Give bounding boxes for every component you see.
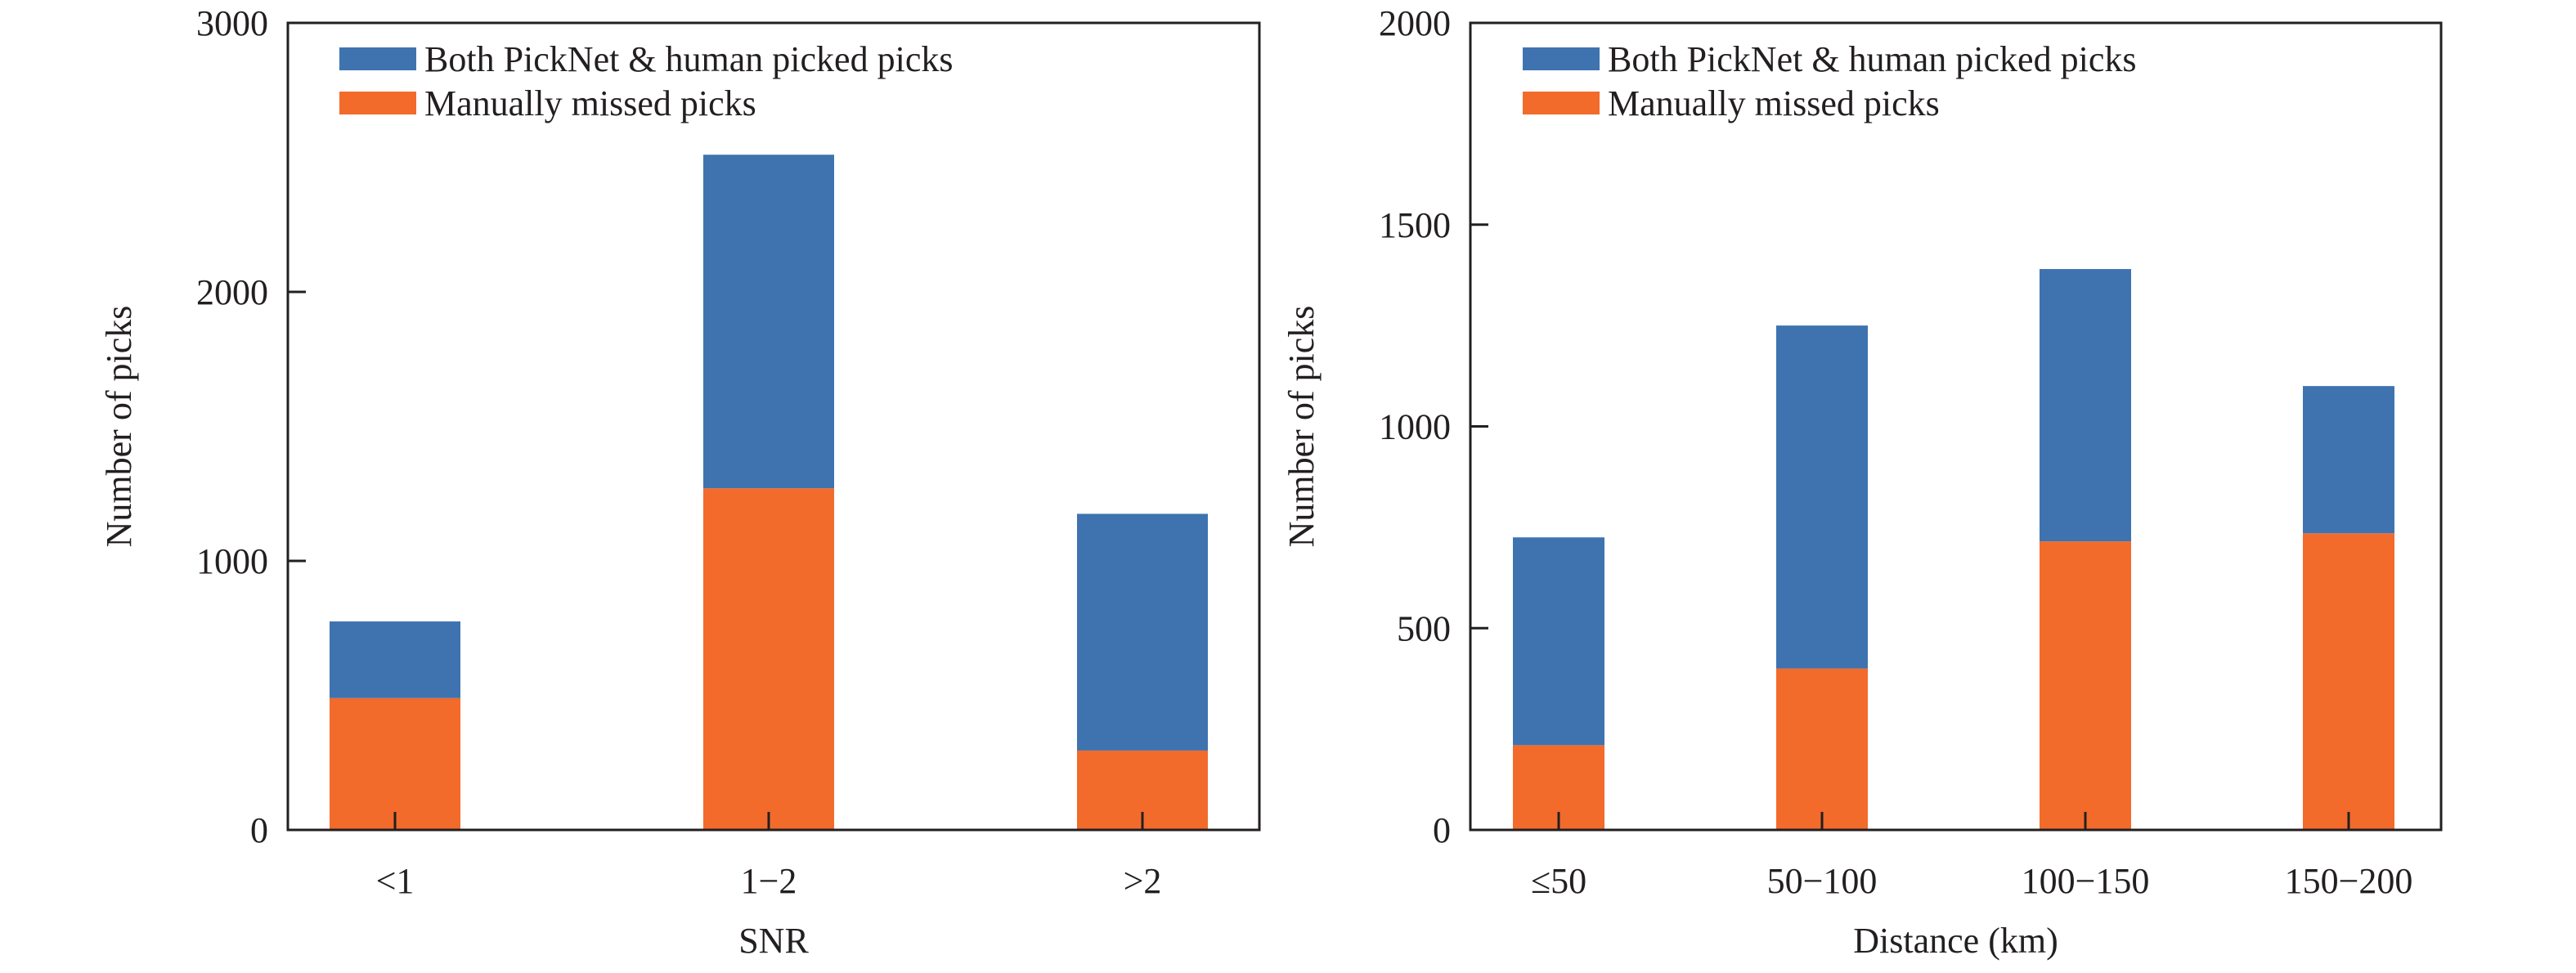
bar-both-picked-1-3 — [2303, 386, 2394, 534]
y-tick-label-1-0: 0 — [1433, 810, 1451, 850]
legend-swatch-1-0 — [1523, 47, 1600, 70]
legend-label-0-0: Both PickNet & human picked picks — [424, 39, 953, 79]
y-axis-title-0: Number of picks — [99, 306, 139, 548]
legend-swatch-1-1 — [1523, 92, 1600, 114]
y-tick-label-0-1: 1000 — [196, 541, 268, 581]
legend-label-1-1: Manually missed picks — [1608, 83, 1940, 123]
y-tick-label-1-1: 500 — [1397, 608, 1451, 648]
bar-manually-missed-1-1 — [1776, 668, 1868, 830]
bar-manually-missed-1-2 — [2040, 541, 2131, 830]
y-axis-title-1: Number of picks — [1281, 306, 1322, 548]
bar-both-picked-0-1 — [703, 155, 834, 489]
plot-frame-1 — [1469, 21, 2443, 832]
y-tick-label-1-3: 1500 — [1379, 205, 1451, 245]
x-tick-label-1-2: 100−150 — [2022, 861, 2150, 901]
bar-manually-missed-0-0 — [330, 697, 460, 830]
bar-both-picked-1-2 — [2040, 269, 2131, 542]
legend-swatch-0-1 — [339, 92, 416, 114]
x-axis-title-0: SNR — [738, 921, 809, 961]
bar-both-picked-0-2 — [1077, 513, 1208, 751]
x-axis-title-1: Distance (km) — [1853, 921, 2058, 961]
x-tick-label-0-0: <1 — [376, 861, 415, 901]
x-tick-label-0-2: >2 — [1124, 861, 1162, 901]
x-tick-label-1-3: 150−200 — [2285, 861, 2413, 901]
plot-frame-0 — [286, 21, 1261, 832]
y-tick-label-1-4: 2000 — [1379, 3, 1451, 43]
legend-swatch-0-0 — [339, 47, 416, 70]
bar-both-picked-1-1 — [1776, 325, 1868, 669]
y-tick-label-0-0: 0 — [250, 810, 268, 850]
bar-manually-missed-1-3 — [2303, 533, 2394, 830]
legend-label-0-1: Manually missed picks — [424, 83, 756, 123]
x-tick-label-1-1: 50−100 — [1767, 861, 1878, 901]
legend-label-1-0: Both PickNet & human picked picks — [1608, 39, 2136, 79]
bar-both-picked-0-0 — [330, 621, 460, 698]
y-tick-label-0-2: 2000 — [196, 272, 268, 312]
y-tick-label-0-3: 3000 — [196, 3, 268, 43]
bar-manually-missed-0-1 — [703, 488, 834, 830]
x-tick-label-0-1: 1−2 — [741, 861, 797, 901]
bar-both-picked-1-0 — [1513, 537, 1604, 746]
x-tick-label-1-0: ≤50 — [1531, 861, 1586, 901]
y-tick-label-1-2: 1000 — [1379, 407, 1451, 447]
